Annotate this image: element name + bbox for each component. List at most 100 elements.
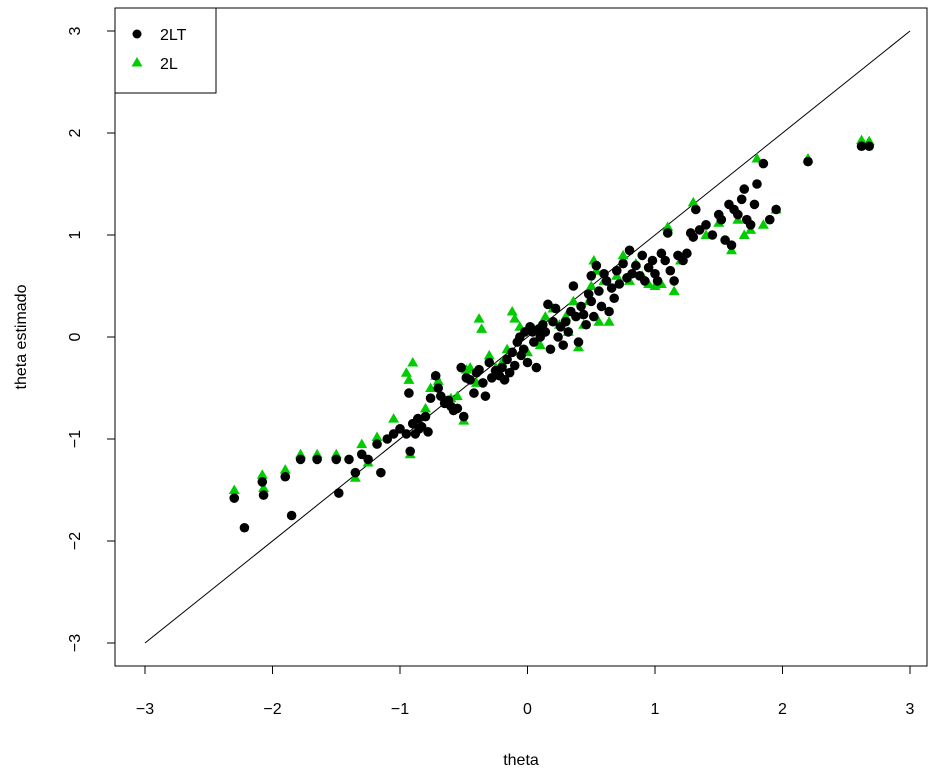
point-2LT (395, 424, 405, 434)
point-2LT (499, 375, 510, 385)
point-2LT (611, 265, 622, 276)
point-2LT (694, 225, 705, 235)
point-2LT (478, 378, 488, 388)
point-2LT (688, 232, 699, 242)
point-2LT (502, 354, 512, 365)
point-2LT (436, 391, 446, 401)
point-2L (476, 323, 488, 333)
point-2L (617, 249, 629, 260)
point-2LT (480, 391, 491, 401)
point-2LT (618, 258, 628, 269)
x-axis: −3 −2 −1 0 1 2 3 (136, 665, 915, 718)
point-2LT (586, 271, 597, 281)
point-2LT (669, 276, 679, 286)
legend: 2LT 2L (114, 7, 217, 94)
point-2LT (771, 204, 781, 215)
point-2LT (376, 467, 386, 478)
point-2LT (627, 268, 637, 279)
point-2LT (606, 283, 617, 293)
point-2LT (678, 255, 688, 266)
point-2LT (518, 344, 529, 355)
x-axis-title: theta (503, 752, 539, 769)
y-tick-label: −3 (67, 634, 84, 652)
point-2LT (529, 337, 539, 347)
point-2LT (652, 276, 663, 286)
point-2L (585, 280, 597, 290)
legend-box (114, 7, 217, 94)
point-2LT (682, 248, 692, 259)
y-tick-label: 3 (67, 26, 84, 35)
point-2LT (596, 301, 607, 312)
point-2LT (739, 184, 750, 194)
point-2L (738, 229, 750, 239)
x-tick-label: 0 (523, 701, 532, 718)
point-2LT (484, 357, 495, 368)
point-2LT (413, 413, 423, 424)
point-2LT (701, 220, 711, 230)
point-2LT (334, 488, 344, 498)
point-2LT (662, 228, 673, 238)
point-2LT (594, 286, 604, 296)
point-2LT (433, 383, 444, 393)
point-2LT (609, 293, 619, 304)
point-2LT (452, 403, 463, 414)
series-2L (228, 134, 875, 494)
identity-line (144, 30, 911, 644)
point-2LT (474, 364, 484, 375)
point-2LT (576, 301, 586, 312)
point-2LT (624, 245, 635, 256)
point-2LT (591, 260, 602, 271)
legend-marker-2LT (132, 29, 142, 39)
point-2LT (372, 439, 382, 449)
point-2LT (545, 344, 556, 355)
point-2LT (382, 434, 393, 444)
point-2L (403, 374, 415, 384)
point-2LT (716, 214, 727, 225)
legend-label-2L: 2L (160, 56, 178, 73)
point-2LT (856, 141, 867, 152)
legend-label-2LT: 2LT (160, 27, 187, 44)
point-2L (451, 390, 463, 401)
point-2LT (573, 337, 584, 347)
point-2LT (531, 362, 542, 373)
point-2LT (758, 158, 769, 169)
point-2L (425, 382, 437, 392)
y-tick-label: −1 (67, 430, 84, 448)
point-2LT (420, 411, 431, 422)
point-2L (356, 438, 368, 449)
point-2LT (350, 467, 361, 478)
point-2LT (295, 454, 306, 465)
y-tick-label: 2 (67, 128, 84, 137)
point-2LT (388, 429, 399, 439)
point-2L (856, 134, 868, 145)
point-2LT (497, 362, 507, 373)
point-2LT (548, 316, 558, 327)
point-2L (483, 349, 495, 360)
point-2LT (643, 262, 654, 273)
point-2LT (430, 370, 441, 381)
point-2LT (344, 454, 354, 465)
point-2LT (640, 276, 650, 286)
x-tick-label: −1 (391, 701, 409, 718)
x-tick-label: 2 (778, 701, 787, 718)
point-2L (509, 313, 521, 323)
point-2LT (504, 367, 515, 378)
point-2LT (543, 299, 553, 310)
point-2LT (312, 454, 322, 465)
point-2LT (286, 510, 297, 521)
point-2LT (752, 179, 762, 189)
point-2L (534, 339, 546, 350)
point-2LT (465, 375, 475, 385)
point-2LT (257, 477, 268, 487)
x-tick-label: 3 (906, 701, 915, 718)
point-2LT (558, 340, 568, 350)
point-2LT (571, 311, 581, 322)
point-2LT (363, 454, 373, 465)
point-2LT (665, 265, 676, 276)
y-axis-title: theta estimado (13, 284, 30, 389)
point-2LT (637, 250, 648, 261)
y-tick-label: 0 (67, 332, 84, 341)
point-2L (400, 367, 412, 377)
point-2LT (423, 427, 433, 437)
point-2LT (726, 240, 737, 250)
